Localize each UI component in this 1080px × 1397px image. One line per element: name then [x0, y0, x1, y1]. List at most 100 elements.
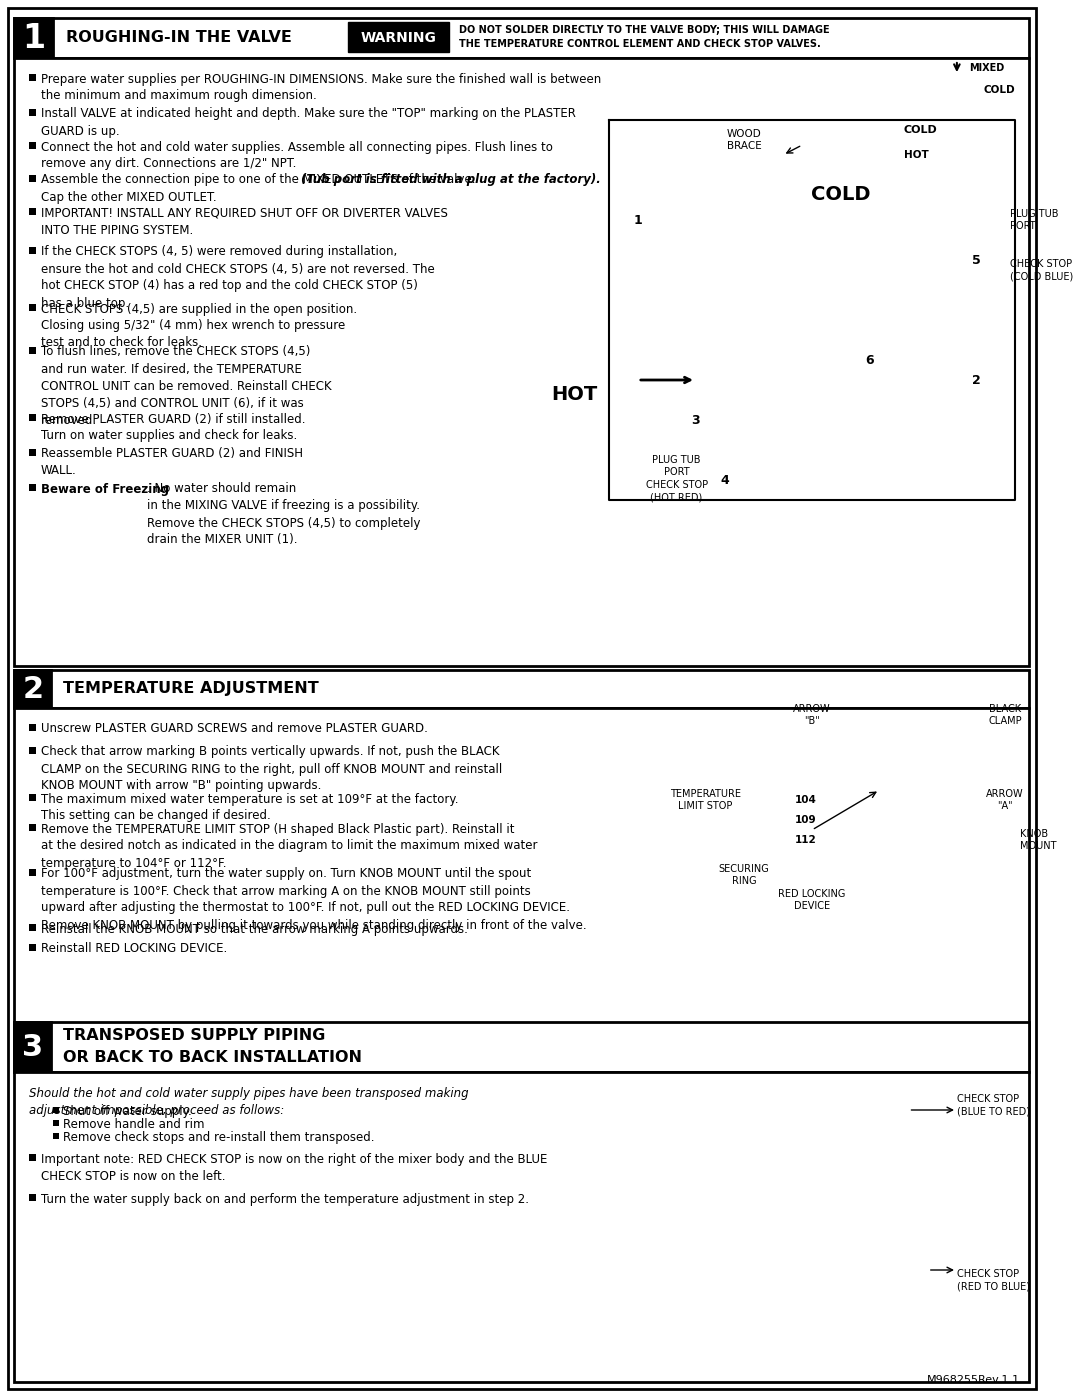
Text: WOOD
BRACE: WOOD BRACE — [727, 129, 761, 151]
Text: CHECK STOP
(RED TO BLUE): CHECK STOP (RED TO BLUE) — [957, 1268, 1030, 1291]
Text: 2: 2 — [23, 675, 43, 704]
Text: Remove check stops and re-install them transposed.: Remove check stops and re-install them t… — [63, 1132, 375, 1144]
Text: THE TEMPERATURE CONTROL ELEMENT AND CHECK STOP VALVES.: THE TEMPERATURE CONTROL ELEMENT AND CHEC… — [459, 39, 821, 49]
Text: MIXED: MIXED — [970, 63, 1004, 73]
Text: ARROW
"B": ARROW "B" — [793, 704, 831, 726]
Text: COLD: COLD — [983, 85, 1015, 95]
Text: SECURING
RING: SECURING RING — [719, 863, 770, 886]
Bar — [14, 18, 1029, 59]
Text: IMPORTANT! INSTALL ANY REQUIRED SHUT OFF OR DIVERTER VALVES
INTO THE PIPING SYST: IMPORTANT! INSTALL ANY REQUIRED SHUT OFF… — [41, 207, 447, 236]
Text: HOT: HOT — [551, 386, 597, 405]
Bar — [53, 1106, 59, 1113]
Bar — [29, 869, 36, 876]
Text: CHECK STOPS (4,5) are supplied in the open position.
Closing using 5/32" (4 mm) : CHECK STOPS (4,5) are supplied in the op… — [41, 303, 356, 349]
Bar — [29, 747, 36, 754]
Text: The maximum mixed water temperature is set at 109°F at the factory.
This setting: The maximum mixed water temperature is s… — [41, 792, 458, 823]
Text: 2: 2 — [972, 373, 981, 387]
Text: DO NOT SOLDER DIRECTLY TO THE VALVE BODY; THIS WILL DAMAGE: DO NOT SOLDER DIRECTLY TO THE VALVE BODY… — [459, 25, 829, 35]
Bar — [29, 448, 36, 455]
Text: COLD: COLD — [811, 186, 870, 204]
Text: ROUGHING-IN THE VALVE: ROUGHING-IN THE VALVE — [66, 31, 292, 46]
Bar — [14, 671, 51, 708]
Text: Remove the TEMPERATURE LIMIT STOP (H shaped Black Plastic part). Reinstall it
at: Remove the TEMPERATURE LIMIT STOP (H sha… — [41, 823, 537, 869]
Text: (Tub port is fitted with a plug at the factory).: (Tub port is fitted with a plug at the f… — [300, 173, 600, 187]
Bar — [14, 59, 1029, 666]
Text: PLUG TUB
PORT: PLUG TUB PORT — [652, 455, 701, 478]
Bar — [53, 1133, 59, 1139]
Text: OR BACK TO BACK INSTALLATION: OR BACK TO BACK INSTALLATION — [63, 1051, 362, 1066]
Bar — [29, 1194, 36, 1201]
Text: HOT: HOT — [904, 149, 929, 161]
Text: Should the hot and cold water supply pipes have been transposed making
adjustmen: Should the hot and cold water supply pip… — [29, 1087, 469, 1118]
Text: Important note: RED CHECK STOP is now on the right of the mixer body and the BLU: Important note: RED CHECK STOP is now on… — [41, 1153, 546, 1182]
Text: RED LOCKING
DEVICE: RED LOCKING DEVICE — [779, 888, 846, 911]
Text: 3: 3 — [23, 1032, 43, 1062]
Text: Reinstall the KNOB MOUNT so that the arrow marking A points upwards.: Reinstall the KNOB MOUNT so that the arr… — [41, 922, 468, 936]
Bar — [29, 208, 36, 215]
Bar — [14, 1023, 51, 1071]
Text: To flush lines, remove the CHECK STOPS (4,5)
and run water. If desired, the TEMP: To flush lines, remove the CHECK STOPS (… — [41, 345, 332, 426]
Text: Unscrew PLASTER GUARD SCREWS and remove PLASTER GUARD.: Unscrew PLASTER GUARD SCREWS and remove … — [41, 722, 428, 735]
Text: For 100°F adjustment, turn the water supply on. Turn KNOB MOUNT until the spout
: For 100°F adjustment, turn the water sup… — [41, 868, 586, 932]
Text: Prepare water supplies per ROUGHING-IN DIMENSIONS. Make sure the finished wall i: Prepare water supplies per ROUGHING-IN D… — [41, 73, 600, 102]
Text: TRANSPOSED SUPPLY PIPING: TRANSPOSED SUPPLY PIPING — [63, 1028, 325, 1044]
Text: M968255Rev.1.1: M968255Rev.1.1 — [927, 1375, 1020, 1384]
Bar — [53, 1120, 59, 1126]
Bar — [29, 109, 36, 116]
Text: Shut off water supply.: Shut off water supply. — [63, 1105, 191, 1119]
Bar — [29, 944, 36, 951]
Text: Install VALVE at indicated height and depth. Make sure the "TOP" marking on the : Install VALVE at indicated height and de… — [41, 108, 576, 137]
Bar — [14, 1023, 1029, 1071]
Text: 109: 109 — [795, 814, 816, 826]
Text: 3: 3 — [691, 414, 700, 426]
Text: Connect the hot and cold water supplies. Assemble all connecting pipes. Flush li: Connect the hot and cold water supplies.… — [41, 141, 553, 170]
Bar — [29, 346, 36, 353]
Bar — [29, 175, 36, 182]
Bar — [29, 414, 36, 420]
Bar — [29, 74, 36, 81]
Text: 1: 1 — [634, 214, 643, 226]
Text: Assemble the connection pipe to one of the MIXED OUTLETS of the valve.
Cap the o: Assemble the connection pipe to one of t… — [41, 173, 475, 204]
Text: Check that arrow marking B points vertically upwards. If not, push the BLACK
CLA: Check that arrow marking B points vertic… — [41, 746, 502, 792]
Text: BLACK
CLAMP: BLACK CLAMP — [988, 704, 1022, 726]
Text: Remove handle and rim: Remove handle and rim — [63, 1119, 204, 1132]
Text: Turn the water supply back on and perform the temperature adjustment in step 2.: Turn the water supply back on and perfor… — [41, 1193, 528, 1206]
Bar — [29, 923, 36, 930]
Text: If the CHECK STOPS (4, 5) were removed during installation,
ensure the hot and c: If the CHECK STOPS (4, 5) were removed d… — [41, 246, 434, 310]
Text: COLD: COLD — [904, 124, 937, 136]
Bar — [14, 708, 1029, 1058]
Bar — [29, 824, 36, 831]
Text: Remove PLASTER GUARD (2) if still installed.
Turn on water supplies and check fo: Remove PLASTER GUARD (2) if still instal… — [41, 412, 305, 443]
Text: CHECK STOP
(BLUE TO RED): CHECK STOP (BLUE TO RED) — [957, 1094, 1030, 1116]
Text: 5: 5 — [972, 253, 981, 267]
Text: 112: 112 — [795, 835, 816, 845]
Text: KNOB
MOUNT: KNOB MOUNT — [1020, 828, 1056, 851]
Text: ARROW
"A": ARROW "A" — [986, 789, 1024, 812]
Text: 6: 6 — [865, 353, 874, 366]
Bar — [29, 305, 36, 312]
Text: TEMPERATURE ADJUSTMENT: TEMPERATURE ADJUSTMENT — [63, 682, 319, 697]
Bar — [29, 483, 36, 490]
Bar — [14, 1071, 1029, 1382]
Text: 1: 1 — [23, 21, 45, 54]
Bar — [14, 18, 53, 59]
Bar — [29, 142, 36, 149]
Bar — [29, 724, 36, 731]
Text: CHECK STOP
(COLD BLUE): CHECK STOP (COLD BLUE) — [1010, 258, 1074, 281]
Text: Beware of Freezing: Beware of Freezing — [41, 482, 168, 496]
Text: WARNING: WARNING — [361, 31, 436, 45]
Text: . No water should remain
in the MIXING VALVE if freezing is a possibility.
Remov: . No water should remain in the MIXING V… — [147, 482, 420, 546]
Text: Reinstall RED LOCKING DEVICE.: Reinstall RED LOCKING DEVICE. — [41, 943, 227, 956]
Bar — [29, 247, 36, 254]
Text: PLUG TUB
PORT: PLUG TUB PORT — [1010, 208, 1058, 231]
Bar — [348, 22, 449, 52]
Bar — [29, 1154, 36, 1161]
Text: CHECK STOP
(HOT RED): CHECK STOP (HOT RED) — [646, 481, 707, 503]
Text: 104: 104 — [795, 795, 816, 805]
Text: Reassemble PLASTER GUARD (2) and FINISH
WALL.: Reassemble PLASTER GUARD (2) and FINISH … — [41, 447, 302, 478]
Text: 4: 4 — [720, 474, 729, 486]
Text: TEMPERATURE
LIMIT STOP: TEMPERATURE LIMIT STOP — [670, 789, 741, 812]
Bar — [14, 671, 1029, 708]
Bar — [29, 793, 36, 800]
